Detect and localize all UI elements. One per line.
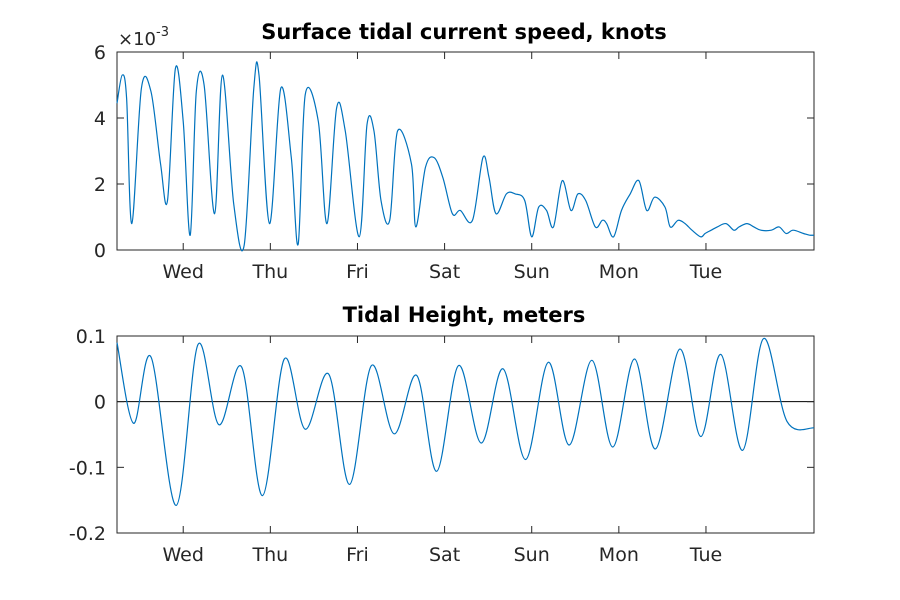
x-tick-label: Tue [689,544,722,566]
y-exponent-base: ×10 [118,29,156,50]
y-tick-label: -0.2 [69,523,106,545]
tidal-height-chart-title: Tidal Height, meters [343,303,586,327]
y-tick-label: 0 [94,240,106,262]
x-tick-label: Tue [689,261,722,283]
y-tick-label: 0.1 [76,326,106,348]
x-tick-label: Mon [599,544,639,566]
x-tick-label: Thu [251,261,288,283]
x-tick-label: Thu [251,544,288,566]
tidal-height-chart: Tidal Height, meters Wed Thu Fri Sat Sun Mon T… [69,303,815,566]
x-tick-label: Wed [162,261,203,283]
x-tick-label: Sat [429,261,460,283]
current-speed-chart: Surface tidal current speed, knots ×10-3… [94,20,815,283]
current-speed-axes: Wed Thu Fri Sat Sun Mon Tue 0 2 4 6 [94,42,814,283]
x-tick-label: Sun [514,544,550,566]
x-tick-label: Fri [346,261,369,283]
y-tick-label: -0.1 [69,457,106,479]
y-exponent-label: ×10-3 [118,25,169,50]
tidal-height-axes: Wed Thu Fri Sat Sun Mon Tue 0.1 0 -0.1 -0.2 [69,326,814,566]
tidal-height-plot-area [116,335,815,534]
tidal-height-series-line [116,337,815,507]
y-tick-label: 6 [94,42,106,64]
x-tick-label: Sun [514,261,550,283]
x-tick-label: Fri [346,544,369,566]
y-tick-label: 2 [94,174,106,196]
x-tick-label: Wed [162,544,203,566]
x-tick-label: Mon [599,261,639,283]
y-tick-label: 0 [94,392,106,414]
x-tick-label: Sat [429,544,460,566]
current-speed-series-line [116,61,815,252]
current-speed-chart-title: Surface tidal current speed, knots [261,20,667,44]
y-tick-label: 4 [94,108,106,130]
y-exponent-power: -3 [156,25,169,40]
